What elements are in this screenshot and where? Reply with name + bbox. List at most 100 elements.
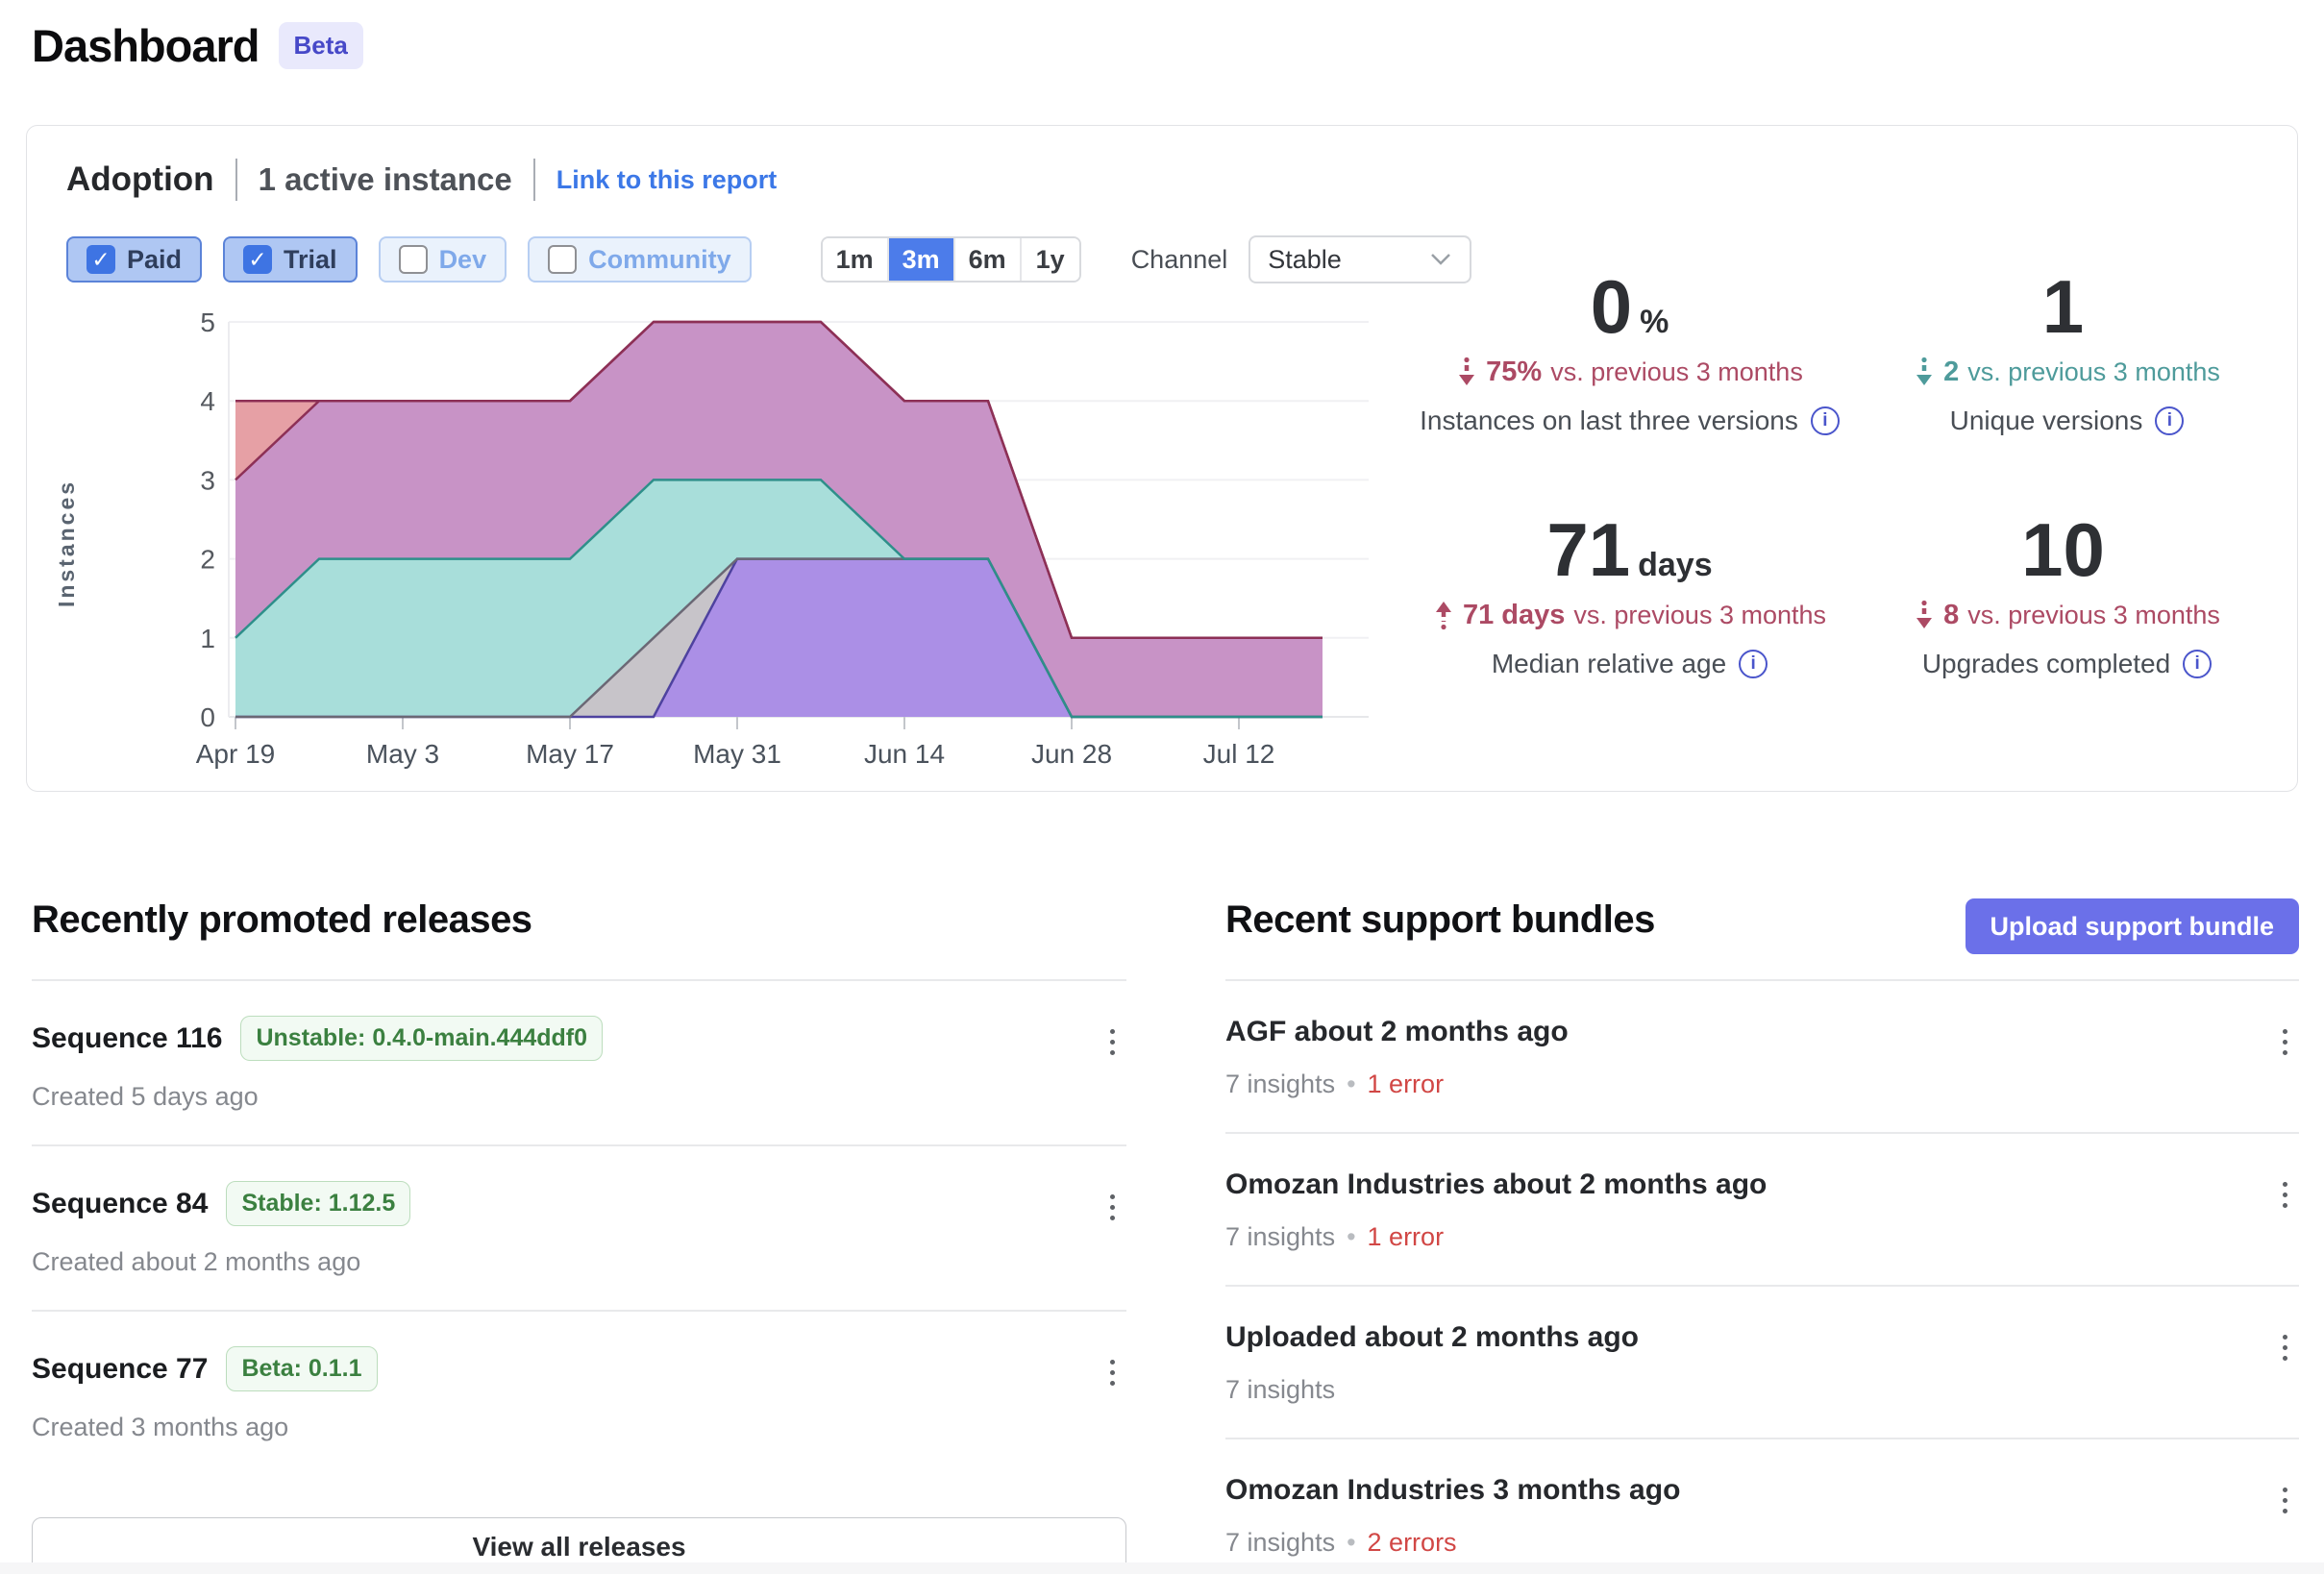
release-row: Sequence 77 Beta: 0.1.1 Created 3 months… bbox=[32, 1312, 1126, 1475]
stat-value: 0% bbox=[1590, 264, 1669, 349]
bundle-row: Omozan Industries about 2 months ago 7 i… bbox=[1225, 1134, 2299, 1287]
svg-text:Apr 19: Apr 19 bbox=[196, 739, 276, 769]
stat-label: Instances on last three versions i bbox=[1411, 406, 1848, 436]
bundle-title[interactable]: Omozan Industries about 2 months ago bbox=[1225, 1168, 1768, 1200]
info-icon[interactable]: i bbox=[2155, 406, 2185, 435]
meta-dot: • bbox=[1347, 1528, 1356, 1557]
kebab-menu-icon[interactable] bbox=[1104, 1023, 1121, 1061]
arrow-down-dashed-icon bbox=[1916, 601, 1933, 629]
stat-value: 10 bbox=[2021, 506, 2105, 592]
filter-label: Trial bbox=[284, 244, 337, 274]
info-icon[interactable]: i bbox=[1739, 649, 1768, 678]
page-title: Dashboard bbox=[32, 20, 260, 71]
range-1m-button[interactable]: 1m bbox=[822, 238, 887, 281]
y-axis-label: Instances bbox=[54, 479, 80, 607]
filter-dev[interactable]: Dev bbox=[378, 236, 507, 283]
stat-label: Median relative age i bbox=[1411, 649, 1848, 679]
range-6m-button[interactable]: 6m bbox=[952, 238, 1020, 281]
arrow-down-dashed-icon bbox=[1459, 357, 1475, 386]
upload-support-bundle-button[interactable]: Upload support bundle bbox=[1965, 898, 2299, 954]
channel-label: Channel bbox=[1130, 244, 1228, 274]
release-version-badge: Stable: 1.12.5 bbox=[226, 1181, 411, 1226]
release-created: Created about 2 months ago bbox=[32, 1247, 361, 1276]
kebab-menu-icon[interactable] bbox=[2277, 1482, 2293, 1519]
release-created: Created 5 days ago bbox=[32, 1082, 259, 1111]
bundle-insights: 7 insights bbox=[1225, 1528, 1336, 1557]
channel-select[interactable]: Stable bbox=[1249, 235, 1472, 283]
page-bottom-strip bbox=[0, 1562, 2324, 1574]
bundle-insights: 7 insights bbox=[1225, 1070, 1336, 1098]
stat-label: Unique versions i bbox=[1848, 406, 2286, 436]
release-version-badge: Unstable: 0.4.0-main.444ddf0 bbox=[240, 1016, 604, 1061]
checkbox-unchecked-icon bbox=[548, 245, 578, 274]
bundle-insights: 7 insights bbox=[1225, 1375, 1336, 1404]
checkbox-checked-icon: ✓ bbox=[87, 245, 115, 274]
stat-value: 1 bbox=[2041, 264, 2085, 349]
release-row: Sequence 84 Stable: 1.12.5 Created about… bbox=[32, 1146, 1126, 1312]
bundle-insights: 7 insights bbox=[1225, 1222, 1336, 1251]
bundle-errors: 2 errors bbox=[1367, 1528, 1457, 1557]
filter-trial[interactable]: ✓ Trial bbox=[223, 236, 358, 283]
checkbox-unchecked-icon bbox=[398, 245, 428, 274]
release-created: Created 3 months ago bbox=[32, 1413, 289, 1441]
kebab-menu-icon[interactable] bbox=[1104, 1354, 1121, 1391]
range-3m-button[interactable]: 3m bbox=[886, 238, 953, 281]
release-version-badge: Beta: 0.1.1 bbox=[226, 1346, 378, 1391]
bundle-row: AGF about 2 months ago 7 insights • 1 er… bbox=[1225, 981, 2299, 1134]
bundle-title[interactable]: Uploaded about 2 months ago bbox=[1225, 1321, 1640, 1353]
info-icon[interactable]: i bbox=[1810, 406, 1840, 435]
kebab-menu-icon[interactable] bbox=[1104, 1189, 1121, 1226]
adoption-controls: ✓ Paid ✓ Trial Dev Community 1m 3m 6m 1y… bbox=[66, 235, 1472, 283]
link-to-report[interactable]: Link to this report bbox=[556, 164, 778, 194]
bundles-heading: Recent support bundles bbox=[1225, 898, 1655, 941]
bundle-title[interactable]: AGF about 2 months ago bbox=[1225, 1016, 1569, 1047]
divider bbox=[1225, 979, 2299, 981]
svg-text:0: 0 bbox=[200, 702, 215, 732]
filter-label: Community bbox=[588, 244, 731, 274]
separator bbox=[532, 159, 535, 201]
svg-text:2: 2 bbox=[200, 545, 215, 575]
recently-promoted-releases-section: Recently promoted releases Sequence 116 … bbox=[32, 898, 1126, 1574]
adoption-title: Adoption bbox=[66, 160, 214, 198]
bundle-title[interactable]: Omozan Industries 3 months ago bbox=[1225, 1474, 1681, 1506]
beta-badge: Beta bbox=[278, 22, 363, 69]
stat-label: Upgrades completed i bbox=[1848, 649, 2286, 679]
release-title: Sequence 77 bbox=[32, 1352, 209, 1385]
range-1y-button[interactable]: 1y bbox=[1019, 238, 1079, 281]
bundle-errors: 1 error bbox=[1367, 1222, 1445, 1251]
meta-dot: • bbox=[1347, 1070, 1356, 1098]
stat-instances-last-three-versions: 0% 75% vs. previous 3 months Instances o… bbox=[1411, 264, 1848, 436]
release-title: Sequence 116 bbox=[32, 1021, 223, 1054]
stat-upgrades-completed: 10 8 vs. previous 3 months Upgrades comp… bbox=[1848, 506, 2286, 679]
info-icon[interactable]: i bbox=[2183, 649, 2213, 678]
chevron-down-icon bbox=[1431, 254, 1451, 265]
stat-value: 71 days bbox=[1546, 506, 1713, 592]
filter-label: Dev bbox=[438, 244, 487, 274]
adoption-area-chart: 0 1 2 3 4 5 Apr 19 May 3 May 17 May 31 Jun 14 Jun 2… bbox=[196, 307, 1369, 769]
filter-label: Paid bbox=[127, 244, 183, 274]
separator bbox=[235, 159, 237, 201]
stat-median-relative-age: 71 days 71 days vs. previous 3 months Med… bbox=[1411, 506, 1848, 679]
release-row: Sequence 116 Unstable: 0.4.0-main.444ddf… bbox=[32, 981, 1126, 1146]
kebab-menu-icon[interactable] bbox=[2277, 1176, 2293, 1214]
svg-text:5: 5 bbox=[200, 307, 215, 337]
adoption-stats: 0% 75% vs. previous 3 months Instances o… bbox=[1411, 264, 2286, 679]
svg-text:1: 1 bbox=[200, 624, 215, 653]
filter-community[interactable]: Community bbox=[528, 236, 752, 283]
active-instance-count: 1 active instance bbox=[258, 161, 512, 197]
svg-text:May 17: May 17 bbox=[526, 739, 614, 769]
svg-text:May 31: May 31 bbox=[693, 739, 781, 769]
svg-text:3: 3 bbox=[200, 465, 215, 495]
svg-text:Jul 12: Jul 12 bbox=[1203, 739, 1275, 769]
bundle-errors: 1 error bbox=[1367, 1070, 1445, 1098]
kebab-menu-icon[interactable] bbox=[2277, 1023, 2293, 1061]
checkbox-checked-icon: ✓ bbox=[243, 245, 273, 274]
channel-selected-value: Stable bbox=[1268, 244, 1342, 274]
release-title: Sequence 84 bbox=[32, 1187, 209, 1219]
kebab-menu-icon[interactable] bbox=[2277, 1329, 2293, 1366]
meta-dot: • bbox=[1347, 1222, 1356, 1251]
stat-delta: 75% vs. previous 3 months bbox=[1411, 357, 1848, 388]
stat-delta: 2 vs. previous 3 months bbox=[1848, 357, 2286, 388]
filter-paid[interactable]: ✓ Paid bbox=[66, 236, 203, 283]
page-header: Dashboard Beta bbox=[32, 19, 363, 72]
